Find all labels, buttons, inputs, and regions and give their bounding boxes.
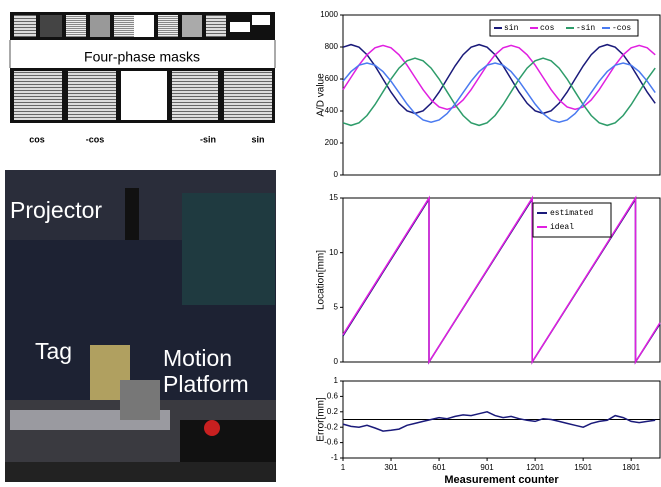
x-axis-label: Measurement counter xyxy=(444,474,559,486)
x-tick-label: 601 xyxy=(432,463,446,472)
phase-label: sin xyxy=(251,134,264,144)
series-line xyxy=(342,43,656,115)
photo-label: Projector xyxy=(10,197,103,223)
y-axis-label: Location[mm] xyxy=(316,250,327,310)
x-tick-label: 1201 xyxy=(526,463,544,472)
legend-label: -cos xyxy=(612,24,631,33)
phase-label: -cos xyxy=(86,134,105,144)
y-tick-label: 1000 xyxy=(320,10,338,19)
y-tick-label: 15 xyxy=(329,193,338,202)
plot-frame xyxy=(342,197,661,363)
y-tick-label: 1 xyxy=(334,376,339,385)
photo-label: Motion Platform xyxy=(163,345,249,397)
legend-label: ideal xyxy=(550,223,574,232)
x-tick-label: 1501 xyxy=(574,463,592,472)
y-tick-label: 0.6 xyxy=(327,392,339,401)
series-line xyxy=(342,44,656,111)
legend-label: cos xyxy=(540,24,555,33)
series-line xyxy=(342,57,656,127)
legend-box xyxy=(489,19,639,37)
mask-zoom xyxy=(10,68,275,123)
x-tick-label: 1801 xyxy=(622,463,640,472)
x-tick-label: 301 xyxy=(384,463,398,472)
legend-box xyxy=(532,202,612,238)
y-tick-label: 200 xyxy=(325,138,339,147)
y-tick-label: 0.2 xyxy=(327,407,339,416)
y-tick-label: 5 xyxy=(334,302,339,311)
mask-label: Four-phase masks xyxy=(84,49,200,65)
legend-label: estimated xyxy=(550,209,593,218)
phase-label: cos xyxy=(29,134,45,144)
legend-label: -sin xyxy=(576,24,595,33)
y-axis-label: A/D value xyxy=(316,73,327,117)
photo-label: Tag xyxy=(35,338,73,364)
y-tick-label: -1 xyxy=(331,453,339,462)
x-tick-label: 901 xyxy=(480,463,494,472)
mask-strip xyxy=(10,12,275,40)
y-tick-label: 0 xyxy=(334,357,339,366)
y-tick-label: 10 xyxy=(329,248,338,257)
phase-label: -sin xyxy=(200,134,216,144)
series-line xyxy=(342,195,661,365)
plot-frame xyxy=(342,14,661,176)
series-line xyxy=(342,196,661,365)
series-line xyxy=(342,62,656,123)
y-tick-label: 800 xyxy=(325,42,339,51)
y-tick-label: -0.2 xyxy=(324,422,338,431)
y-tick-label: 400 xyxy=(325,106,339,115)
legend: estimated ideal xyxy=(532,202,612,238)
legend-label: sin xyxy=(504,24,519,33)
series-line xyxy=(342,411,656,432)
photo xyxy=(5,170,276,482)
legend: sin cos -sin -cos xyxy=(489,19,639,37)
x-tick-label: 1 xyxy=(341,463,346,472)
y-tick-label: 600 xyxy=(325,74,339,83)
y-tick-label: -0.6 xyxy=(324,438,338,447)
y-tick-label: 0 xyxy=(334,170,339,179)
y-axis-label: Error[mm] xyxy=(316,397,327,442)
